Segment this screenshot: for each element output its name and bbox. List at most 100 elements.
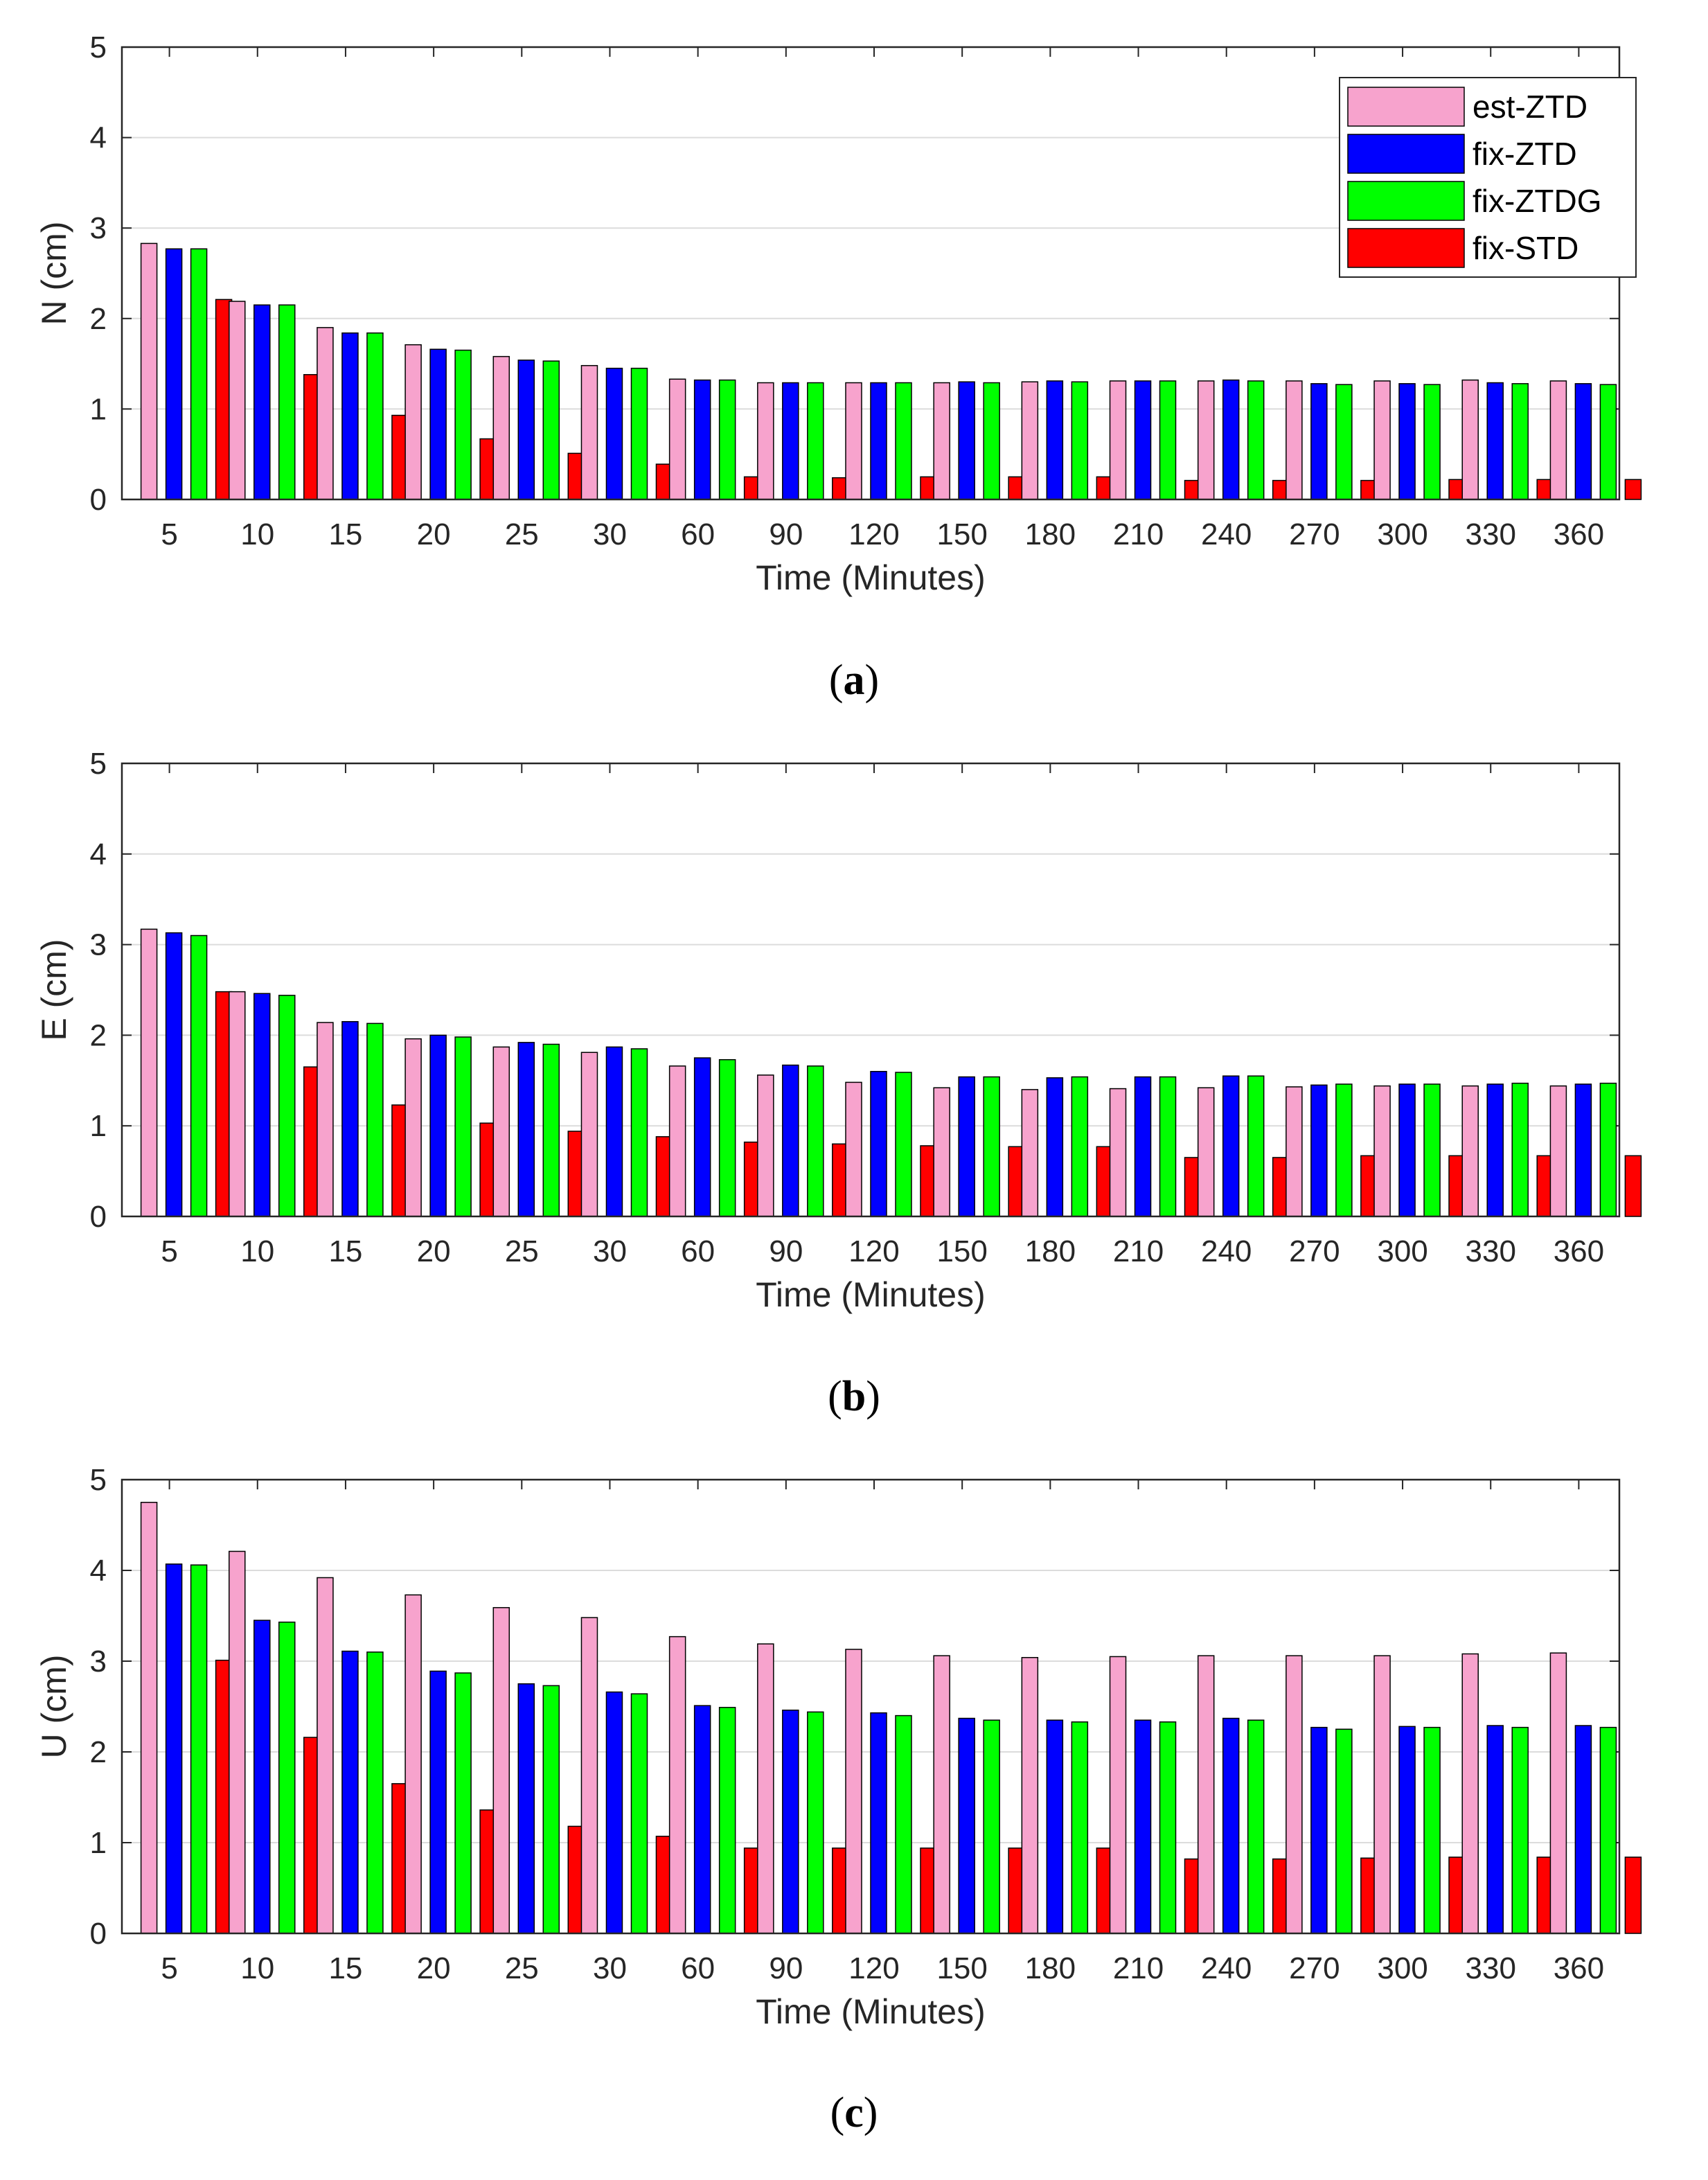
x-tick-label: 20: [417, 517, 451, 551]
x-tick-label: 25: [505, 1951, 539, 1985]
bar-est-ztd-330: [1461, 379, 1479, 500]
bar-est-ztd-360: [1549, 380, 1567, 500]
x-tick-label: 330: [1466, 517, 1516, 551]
x-tick-label: 330: [1466, 1234, 1516, 1268]
bar-fix-ztd-15: [341, 332, 359, 500]
x-tick-label: 15: [328, 1234, 362, 1268]
bar-fix-ztd-210: [1134, 1076, 1152, 1217]
bar-fix-ztd-20: [429, 348, 447, 500]
x-tick-label: 270: [1289, 517, 1340, 551]
bar-fix-ztd-270: [1310, 383, 1328, 500]
panel-caption: (a): [829, 657, 879, 704]
chart-panel-3: 0 1 2 3 4 5 5 10 15 20 25 30 60 90 120 150 180 210 240 270 3…: [35, 1463, 1642, 2136]
panel-caption: (c): [830, 2089, 878, 2136]
y-tick-label: 4: [90, 838, 107, 871]
x-tick-label: 300: [1377, 1234, 1427, 1268]
panel-caption: (b): [828, 1373, 880, 1420]
bar-fix-ztdg-15: [366, 332, 384, 500]
bar-fix-ztdg-25: [542, 1043, 560, 1217]
bar-fix-ztdg-90: [807, 1711, 824, 1934]
x-axis-label: Time (Minutes): [756, 558, 986, 597]
bar-est-ztd-360: [1549, 1652, 1567, 1934]
bar-fix-ztd-330: [1486, 1083, 1504, 1217]
bar-est-ztd-25: [492, 1046, 510, 1217]
bar-est-ztd-25: [492, 355, 510, 500]
bar-est-ztd-120: [845, 1649, 862, 1934]
bar-fix-ztdg-10: [278, 1621, 296, 1934]
bar-fix-ztdg-30: [630, 1693, 648, 1934]
bar-est-ztd-60: [668, 378, 686, 500]
bar-fix-ztdg-240: [1247, 1719, 1265, 1934]
bar-est-ztd-30: [580, 364, 598, 500]
bar-fix-ztd-240: [1222, 1075, 1240, 1217]
bar-fix-ztdg-60: [718, 1707, 736, 1934]
bar-fix-ztdg-270: [1335, 384, 1353, 500]
x-tick-label: 5: [161, 1234, 177, 1268]
x-tick-label: 20: [417, 1951, 451, 1985]
bar-est-ztd-10: [229, 991, 246, 1217]
y-tick-label: 2: [90, 1735, 107, 1769]
legend-label: fix-STD: [1473, 230, 1578, 266]
bar-fix-ztdg-10: [278, 995, 296, 1217]
bar-fix-ztd-90: [782, 382, 799, 500]
bar-fix-ztd-120: [870, 1712, 887, 1934]
bar-fix-ztd-25: [517, 360, 535, 500]
bar-fix-std-360: [1624, 1155, 1642, 1217]
x-tick-label: 90: [769, 1234, 803, 1268]
x-tick-label: 120: [848, 1951, 899, 1985]
bar-est-ztd-300: [1373, 380, 1391, 500]
bar-est-ztd-5: [140, 1502, 158, 1934]
bar-fix-ztdg-240: [1247, 380, 1265, 500]
y-tick-label: 1: [90, 1109, 107, 1143]
bar-est-ztd-60: [668, 1065, 686, 1217]
bar-est-ztd-120: [845, 1081, 862, 1217]
bar-est-ztd-30: [580, 1052, 598, 1217]
bar-fix-ztd-5: [165, 248, 183, 500]
bar-fix-ztd-120: [870, 1070, 887, 1217]
bar-est-ztd-210: [1109, 1656, 1127, 1934]
bar-fix-ztdg-120: [895, 1072, 912, 1217]
bar-est-ztd-25: [492, 1606, 510, 1934]
bar-fix-ztd-30: [605, 1046, 623, 1217]
x-tick-label: 240: [1201, 1951, 1252, 1985]
x-tick-label: 180: [1025, 517, 1076, 551]
x-tick-label: 10: [240, 1951, 274, 1985]
bar-fix-ztd-180: [1046, 1719, 1064, 1934]
bar-fix-ztdg-20: [454, 1672, 472, 1934]
bar-fix-ztdg-180: [1071, 1721, 1089, 1934]
x-tick-label: 5: [161, 517, 177, 551]
x-tick-label: 90: [769, 517, 803, 551]
bar-fix-ztdg-20: [454, 1036, 472, 1217]
x-tick-label: 30: [593, 1234, 627, 1268]
bar-fix-ztd-150: [958, 1717, 975, 1934]
bar-est-ztd-150: [933, 382, 950, 500]
bar-est-ztd-20: [404, 1594, 422, 1934]
bar-fix-ztd-10: [253, 993, 271, 1217]
bar-fix-ztd-15: [341, 1650, 359, 1934]
bar-est-ztd-150: [933, 1087, 950, 1217]
axes-box: [121, 762, 1621, 1218]
x-tick-label: 150: [936, 1951, 987, 1985]
x-tick-label: 360: [1554, 1951, 1604, 1985]
bar-est-ztd-300: [1373, 1655, 1391, 1934]
bar-fix-ztd-60: [693, 1705, 711, 1934]
bar-est-ztd-270: [1286, 380, 1303, 500]
legend: est-ZTD fix-ZTD fix-ZTDG fix-STD: [1339, 77, 1637, 278]
legend-swatch-fix-ztd: [1347, 134, 1465, 174]
bar-fix-ztdg-30: [630, 1048, 648, 1217]
bar-fix-ztd-60: [693, 379, 711, 500]
bar-fix-ztd-10: [253, 304, 271, 500]
bar-est-ztd-5: [140, 928, 158, 1217]
bar-est-ztd-240: [1197, 380, 1215, 500]
x-tick-label: 60: [681, 517, 715, 551]
bar-est-ztd-60: [668, 1636, 686, 1934]
bar-fix-std-360: [1624, 1856, 1642, 1934]
bar-est-ztd-10: [229, 1550, 246, 1934]
legend-swatch-fix-ztdg: [1347, 181, 1465, 221]
bar-fix-ztd-360: [1574, 1725, 1592, 1934]
x-tick-label: 360: [1554, 517, 1604, 551]
bar-fix-ztdg-270: [1335, 1083, 1353, 1217]
bar-fix-ztdg-150: [983, 1719, 1000, 1934]
bar-fix-ztdg-300: [1423, 384, 1441, 500]
